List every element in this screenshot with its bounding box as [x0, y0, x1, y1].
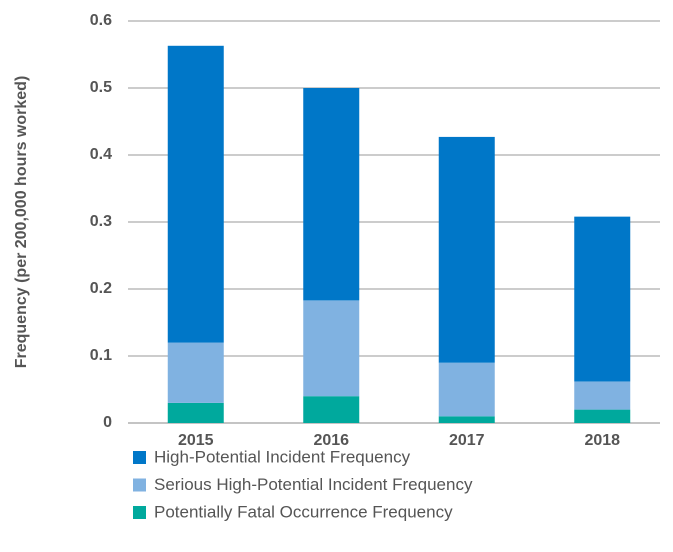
bar-segment: [438, 136, 495, 363]
bar-segment: [303, 396, 360, 423]
legend-label: High-Potential Incident Frequency: [154, 447, 411, 466]
bar-segment: [167, 342, 224, 403]
legend-label: Serious High-Potential Incident Frequenc…: [154, 475, 473, 494]
y-tick-label: 0.3: [90, 213, 112, 230]
bar-segment: [574, 381, 631, 410]
y-axis-label: Frequency (per 200,000 hours worked): [13, 76, 30, 369]
legend-swatch: [133, 451, 146, 464]
legend-swatch: [133, 506, 146, 519]
y-tick-label: 0.4: [90, 146, 112, 163]
legend-label: Potentially Fatal Occurrence Frequency: [154, 502, 453, 521]
y-tick-label: 0.2: [90, 280, 112, 297]
y-tick-label: 0.5: [90, 79, 112, 96]
y-tick-label: 0: [103, 414, 112, 431]
bar-segment: [438, 416, 495, 423]
y-tick-label: 0.1: [90, 347, 112, 364]
bar-segment: [303, 300, 360, 397]
bar-segment: [574, 216, 631, 382]
bar-segment: [574, 409, 631, 423]
bar-segment: [167, 402, 224, 423]
x-tick-label: 2018: [584, 432, 620, 449]
bar-segment: [438, 362, 495, 417]
y-tick-label: 0.6: [90, 12, 112, 29]
x-tick-label: 2015: [178, 432, 214, 449]
x-tick-label: 2017: [449, 432, 485, 449]
bar-segment: [303, 88, 360, 301]
legend-swatch: [133, 478, 146, 492]
x-tick-label: 2016: [313, 432, 349, 449]
bar-segment: [167, 45, 224, 343]
